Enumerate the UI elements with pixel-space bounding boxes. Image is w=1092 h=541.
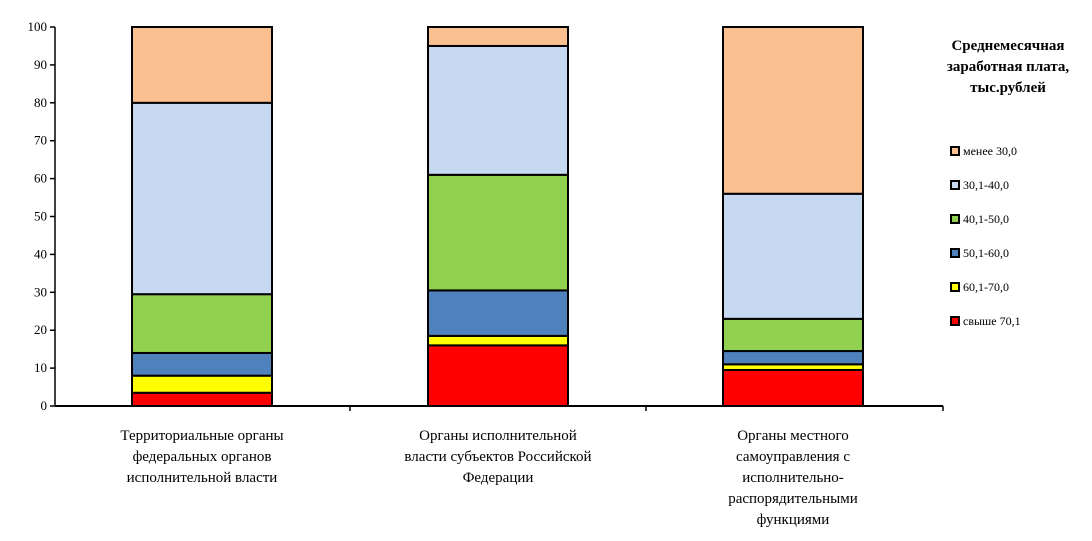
bar-segment-3-6 — [722, 26, 864, 195]
y-tick-label: 60 — [34, 171, 47, 186]
category-label: Органы местного — [737, 428, 849, 444]
category-label: Территориальные органы — [120, 428, 283, 444]
y-tick-label: 80 — [34, 95, 47, 110]
category-label: самоуправления с — [736, 449, 850, 465]
bar-segment-1-3 — [131, 351, 273, 377]
bar-segment-1-4 — [131, 293, 273, 354]
bar-segment-2-6 — [427, 26, 569, 47]
bar-segment-2-2 — [427, 334, 569, 347]
y-tick-label: 90 — [34, 57, 47, 72]
legend-swatch — [950, 248, 960, 258]
category-label: функциями — [757, 512, 830, 528]
y-tick-label: 70 — [34, 133, 47, 148]
category-label: Органы исполнительной — [419, 428, 577, 444]
bar-segment-1-2 — [131, 374, 273, 394]
y-axis: 0 10 20 30 40 50 60 70 80 90 100 — [28, 19, 56, 413]
category-label: власти субъектов Российской — [404, 449, 591, 465]
legend-title: тыс.рублей — [970, 80, 1046, 96]
bar-segment-2-5 — [427, 44, 569, 176]
legend-label: свыше 70,1 — [963, 314, 1021, 328]
bar-segment-3-3 — [722, 350, 864, 366]
legend-title: Среднемесячная — [951, 38, 1064, 54]
legend-label: 40,1-50,0 — [963, 212, 1009, 226]
bar-segment-3-4 — [722, 317, 864, 353]
y-tick-label: 20 — [34, 322, 47, 337]
y-tick-label: 100 — [28, 19, 48, 34]
y-tick-label: 0 — [41, 398, 48, 413]
y-tick-label: 30 — [34, 284, 47, 299]
legend-swatch — [950, 316, 960, 326]
category-label: Федерации — [463, 470, 534, 486]
legend-label: менее 30,0 — [963, 144, 1017, 158]
bar-segment-2-4 — [427, 173, 569, 292]
bar-segment-1-5 — [131, 101, 273, 296]
y-tick-label: 50 — [34, 209, 47, 224]
category-label: распорядительными — [728, 491, 858, 507]
bar-segment-2-1 — [427, 344, 569, 407]
bar-segment-3-5 — [722, 192, 864, 320]
legend-title: заработная плата, — [947, 59, 1070, 75]
category-label: федеральных органов — [133, 449, 272, 465]
legend-swatch — [950, 180, 960, 190]
legend-swatch — [950, 146, 960, 156]
legend-label: 60,1-70,0 — [963, 280, 1009, 294]
bars-group — [131, 26, 864, 407]
bar-segment-3-1 — [722, 368, 864, 407]
legend-swatch — [950, 214, 960, 224]
legend-swatch — [950, 282, 960, 292]
bar-segment-1-6 — [131, 26, 273, 104]
legend-label: 30,1-40,0 — [963, 178, 1009, 192]
category-label: исполнительно- — [742, 470, 844, 486]
y-tick-label: 10 — [34, 360, 47, 375]
y-tick-label: 40 — [34, 246, 47, 261]
x-axis: Территориальные органы федеральных органо… — [55, 405, 944, 528]
bar-segment-1-1 — [131, 391, 273, 407]
bar-segment-2-3 — [427, 289, 569, 337]
legend: Среднемесячная заработная плата, тыс.рубле… — [947, 38, 1070, 328]
category-label: исполнительной власти — [127, 470, 278, 486]
legend-label: 50,1-60,0 — [963, 246, 1009, 260]
